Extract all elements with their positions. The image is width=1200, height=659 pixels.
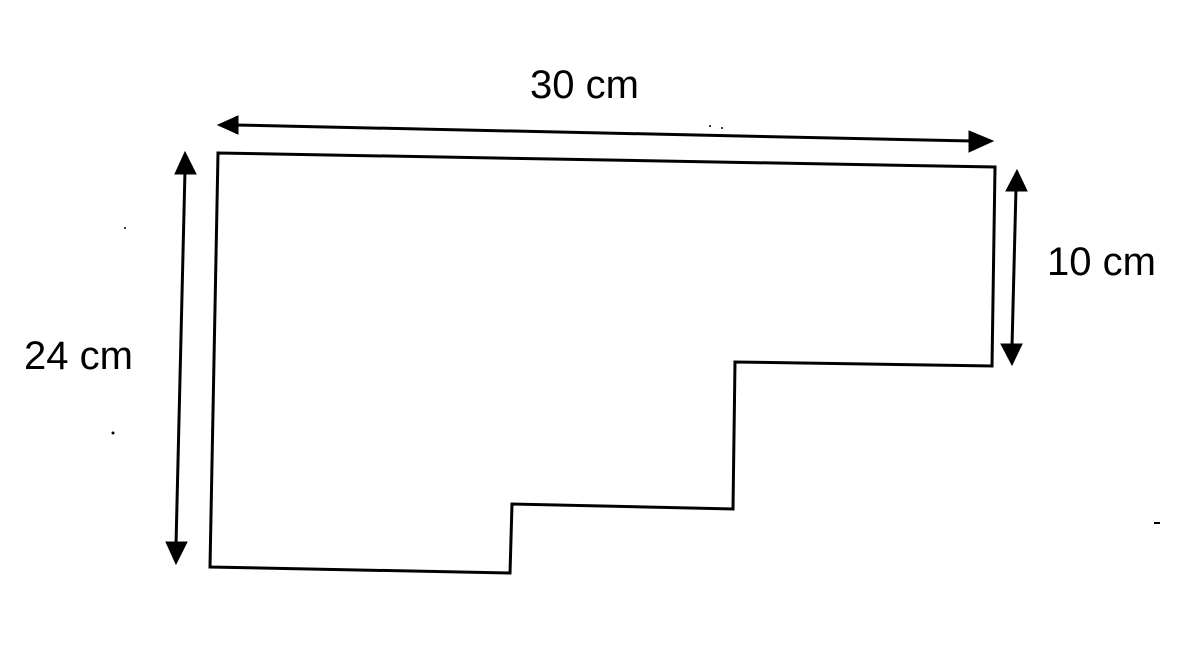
- right-arrowhead-icon: [968, 130, 995, 153]
- left-dimension-arrow: [165, 150, 197, 566]
- down-arrowhead-icon: [165, 541, 188, 566]
- top-dimension-arrow: [216, 115, 995, 153]
- right-dimension-arrow: [1000, 168, 1028, 367]
- scan-specks: [111, 125, 1160, 524]
- right-height-label: 10 cm: [1047, 240, 1156, 284]
- up-arrowhead-icon: [1005, 168, 1028, 192]
- up-arrowhead-icon: [174, 150, 197, 175]
- left-arrowhead-icon: [216, 115, 239, 135]
- stepped-shape-outline: [208, 151, 997, 575]
- down-arrowhead-icon: [1000, 343, 1023, 367]
- top-width-label: 30 cm: [530, 63, 639, 107]
- left-height-label: 24 cm: [24, 334, 133, 378]
